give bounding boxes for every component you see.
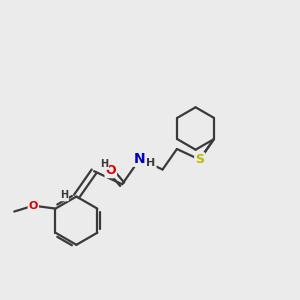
Text: H: H — [60, 190, 68, 200]
Text: N: N — [134, 152, 146, 166]
Text: H: H — [146, 158, 156, 168]
Text: S: S — [195, 153, 204, 166]
Text: O: O — [106, 164, 116, 177]
Text: O: O — [29, 201, 38, 211]
Text: H: H — [100, 159, 108, 169]
Text: O: O — [29, 201, 38, 211]
